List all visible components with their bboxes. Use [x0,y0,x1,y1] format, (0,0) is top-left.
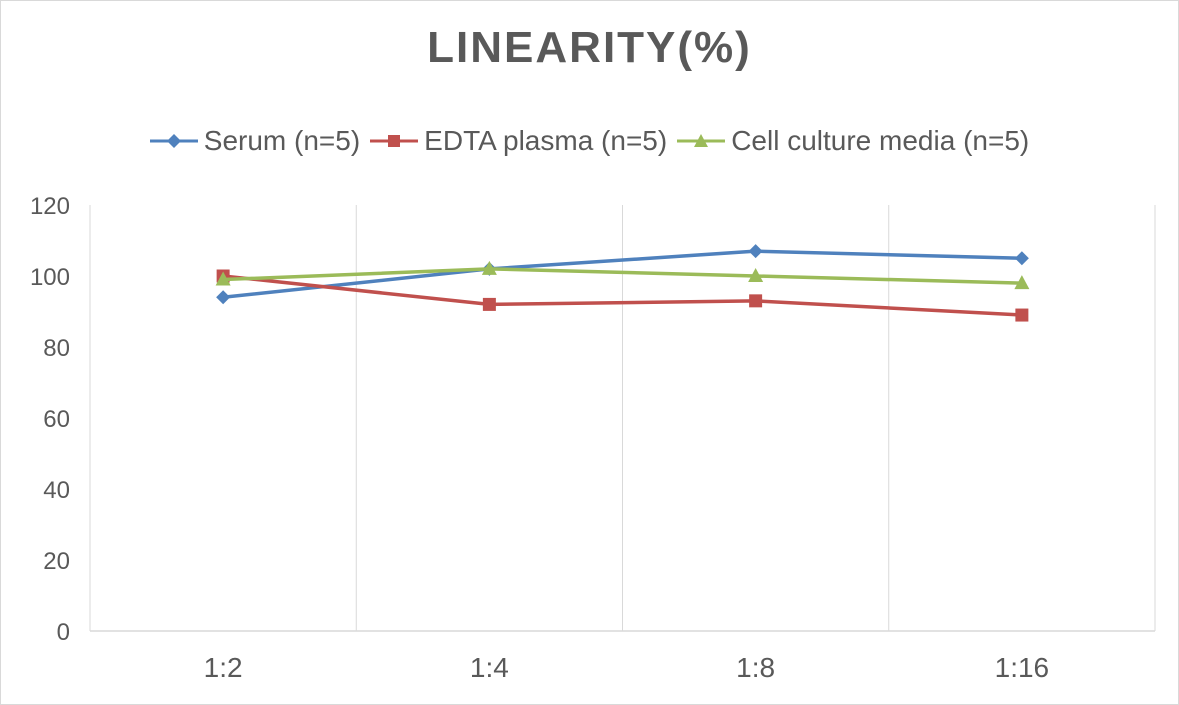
y-tick-label: 40 [43,477,70,504]
legend-label-cell-culture-media: Cell culture media (n=5) [731,125,1030,156]
data-point-edta-plasma [749,294,763,308]
data-point-serum [216,290,231,305]
series-line-cell-culture-media [223,267,1022,285]
series-line-edta-plasma [222,274,1022,317]
y-tick-label: 20 [43,548,70,575]
legend-label-edta-plasma: EDTA plasma (n=5) [424,125,668,156]
legend-marker-serum [149,134,198,148]
data-point-cell-culture-media [215,271,231,286]
data-point-serum [1014,251,1029,266]
x-tick-label: 1:16 [995,652,1050,683]
y-tick-label: 80 [43,335,70,362]
x-tick-label: 1:4 [470,652,509,683]
y-tick-label: 100 [30,264,70,291]
x-tick-label: 1:8 [736,652,775,683]
legend-item-serum: Serum (n=5) [149,125,361,157]
chart-title: LINEARITY(%) [427,23,752,72]
data-point-edta-plasma [482,297,496,311]
y-tick-label: 120 [30,193,70,220]
data-point-cell-culture-media [748,268,764,282]
series-line-serum [222,249,1022,300]
legend-marker-cell-culture-media [677,134,726,147]
data-point-serum [748,244,763,259]
legend: Serum (n=5) EDTA plasma (n=5) Cell cultu… [1,121,1178,161]
legend-item-edta-plasma: EDTA plasma (n=5) [370,125,667,157]
y-tick-label: 60 [43,406,70,433]
legend-item-cell-culture-media: Cell culture media (n=5) [677,125,1029,157]
x-tick-label: 1:2 [204,652,243,683]
data-point-cell-culture-media [1014,275,1030,290]
legend-marker-edta-plasma [370,135,419,147]
data-point-edta-plasma [1015,308,1029,322]
legend-label-serum: Serum (n=5) [203,125,361,156]
y-tick-label: 0 [57,619,70,646]
data-point-cell-culture-media [481,260,497,275]
